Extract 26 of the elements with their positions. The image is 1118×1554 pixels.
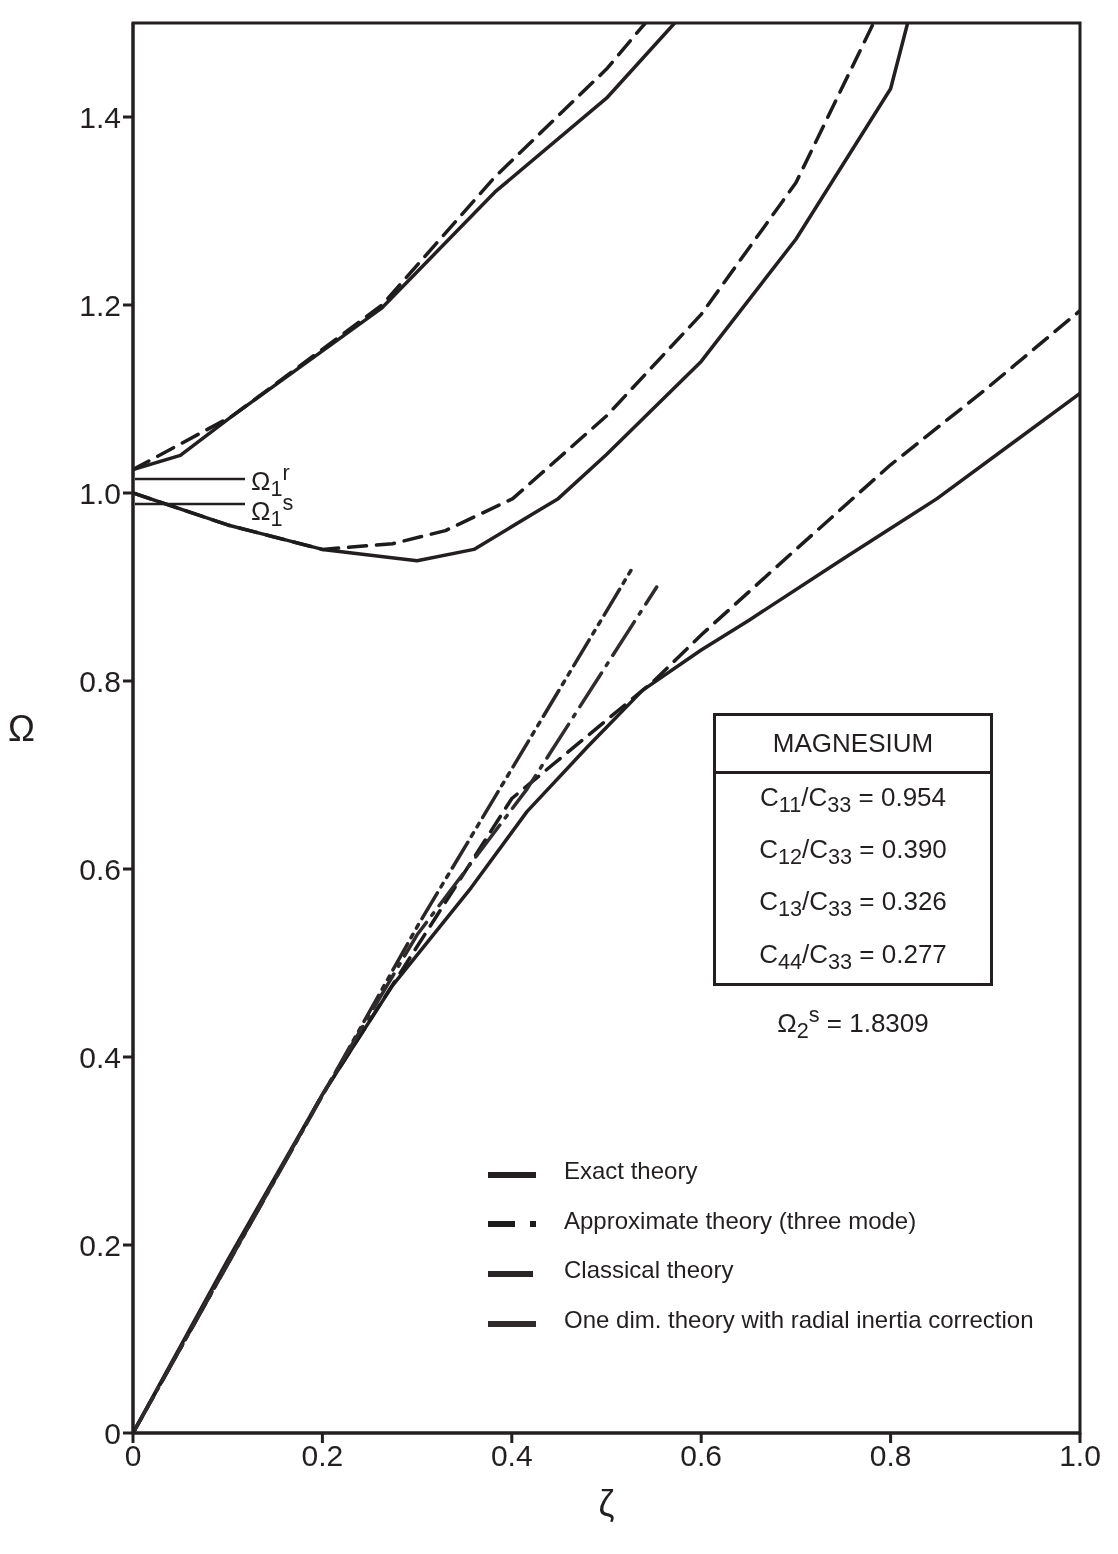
- annotation: Ω$_{2}$$^{s}$ = 1.8309: [776, 1001, 930, 1044]
- y-tick-label: 0.4: [79, 1040, 121, 1074]
- y-tick-label: 0.8: [79, 664, 121, 698]
- x-tick-label: 0.2: [301, 1439, 344, 1473]
- legend-label: One dim. theory with radial inertia correction: [564, 1306, 1034, 1334]
- legend-label: Classical theory: [564, 1256, 734, 1284]
- x-tick-label: 0.4: [490, 1439, 533, 1473]
- annotation: C$_{13}$/C$_{33}$ = 0.326: [758, 885, 948, 924]
- x-tick-label: 1.0: [1059, 1439, 1101, 1473]
- annotation: C$_{44}$/C$_{33}$ = 0.277: [758, 937, 948, 976]
- y-axis-title: Ω: [8, 707, 35, 749]
- y-tick-label: 1.0: [79, 476, 121, 510]
- legend-label: Exact theory: [564, 1156, 698, 1184]
- y-tick-label: 1.4: [79, 100, 121, 134]
- y-tick-label: 1.2: [79, 288, 121, 322]
- x-tick-label: 0: [124, 1439, 142, 1473]
- annotation: C$_{12}$/C$_{33}$ = 0.390: [758, 833, 948, 872]
- x-tick-label: 0.6: [680, 1439, 723, 1473]
- annotation: C$_{11}$/C$_{33}$ = 0.954: [758, 781, 948, 820]
- legend-label: Approximate theory (three mode): [564, 1206, 917, 1234]
- annotation: MAGNESIUM: [716, 716, 990, 774]
- y-tick-label: 0: [104, 1416, 121, 1450]
- y-tick-label: 0.6: [79, 852, 121, 886]
- x-tick-label: 0.8: [869, 1439, 912, 1473]
- x-axis-title: ζ: [598, 1483, 615, 1524]
- y-tick-label: 0.2: [79, 1228, 121, 1262]
